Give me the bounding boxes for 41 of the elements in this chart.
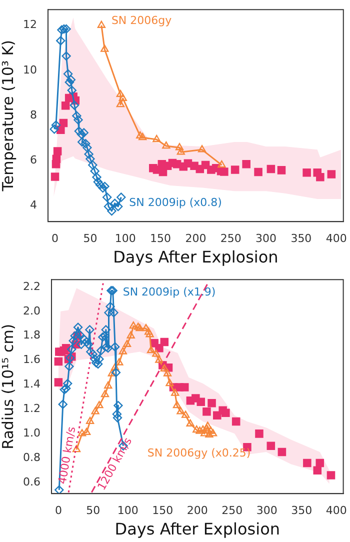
x-tick-label: 200 [186, 504, 208, 518]
series-label: SN 2006gy [111, 14, 172, 28]
y-tick-label: 1.2 [22, 402, 40, 416]
x-tick-label: 0 [54, 504, 62, 518]
x-tick-label: 300 [256, 232, 277, 246]
x-tick-label: 100 [117, 504, 138, 518]
x-tick-label: 250 [220, 232, 242, 246]
y-tick-label: 2.2 [22, 280, 40, 293]
y-axis-title: Radius (10¹⁵ cm) [0, 324, 17, 450]
x-tick-label: 100 [114, 232, 136, 246]
x-tick-label: 250 [222, 504, 243, 518]
x-axis-title: Days After Explosion [113, 248, 278, 267]
x-tick-label: 400 [326, 504, 347, 518]
series-label: SN 2009ip (x1.9) [122, 285, 216, 298]
y-tick-label: 6 [30, 154, 37, 167]
y-tick-label: 1.6 [22, 353, 40, 366]
series-label: SN 2009ip (x0.8) [129, 196, 222, 210]
y-axis-title: Temperature (10³ K) [0, 40, 17, 192]
x-tick-label: 50 [83, 232, 98, 246]
y-tick-label: 10 [22, 63, 37, 76]
y-tick-label: 0.8 [22, 450, 40, 464]
x-tick-label: 0 [52, 232, 59, 246]
x-tick-label: 150 [152, 504, 174, 518]
y-tick-label: 4 [30, 198, 37, 212]
x-axis-title: Days After Explosion [114, 520, 280, 539]
x-tick-label: 150 [150, 232, 172, 246]
y-tick-label: 1.4 [22, 378, 40, 391]
y-tick-label: 2.0 [22, 304, 40, 318]
x-tick-label: 400 [326, 232, 347, 246]
y-tick-label: 1.0 [22, 426, 40, 440]
x-tick-label: 200 [185, 232, 206, 246]
text: 4000 km/s [56, 425, 78, 486]
series-label: SN 2006gy (x0.25) [147, 446, 251, 460]
x-tick-label: 350 [291, 504, 312, 518]
y-tick-label: 0.6 [22, 475, 40, 488]
x-tick-label: 300 [256, 504, 278, 518]
x-tick-label: 50 [86, 504, 100, 518]
y-tick-label: 1.8 [22, 328, 40, 342]
y-tick-label: 8 [30, 108, 37, 122]
x-tick-label: 350 [290, 232, 312, 246]
y-tick-label: 12 [22, 18, 37, 32]
